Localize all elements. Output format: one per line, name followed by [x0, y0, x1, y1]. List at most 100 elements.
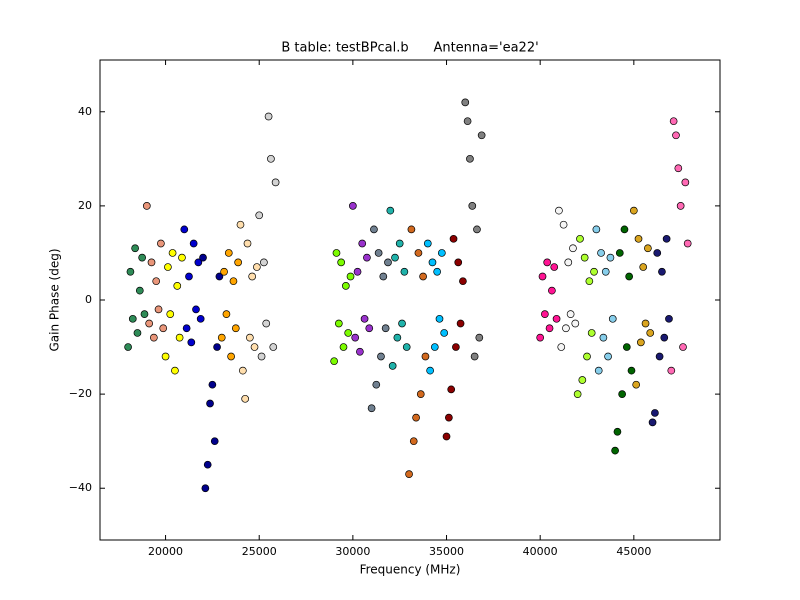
point [587, 329, 596, 337]
point [644, 244, 652, 253]
point [627, 366, 636, 375]
point [449, 234, 458, 243]
point [213, 343, 221, 351]
point [409, 437, 418, 446]
point [571, 319, 580, 328]
point [562, 324, 570, 333]
point [421, 352, 430, 361]
point [555, 206, 563, 215]
point [337, 258, 346, 267]
point [658, 267, 666, 276]
point [395, 239, 404, 248]
point [168, 249, 177, 257]
point [466, 154, 474, 163]
point [416, 390, 425, 398]
point [611, 446, 619, 455]
point [215, 272, 224, 281]
point [552, 314, 561, 323]
point [660, 333, 669, 342]
point [372, 380, 381, 389]
point [597, 249, 605, 257]
point [187, 338, 196, 347]
point [131, 244, 139, 253]
point [590, 267, 598, 276]
point [456, 319, 465, 328]
point [550, 263, 559, 271]
point [138, 253, 146, 262]
point [557, 343, 566, 351]
point [665, 314, 673, 323]
point [231, 324, 240, 333]
point [405, 470, 413, 478]
point [459, 277, 467, 286]
point [339, 343, 348, 351]
x-tick-label: 40000 [523, 545, 558, 558]
point [414, 249, 423, 257]
x-tick-label: 45000 [616, 545, 651, 558]
x-tick-label: 25000 [242, 545, 277, 558]
point [206, 399, 214, 408]
point [262, 319, 271, 328]
point [245, 333, 254, 342]
point [613, 427, 622, 436]
point [227, 352, 235, 361]
point [222, 310, 231, 318]
point [377, 352, 385, 361]
point [229, 277, 238, 286]
point [182, 324, 191, 333]
point [564, 258, 573, 267]
point [477, 131, 486, 140]
point [124, 343, 132, 351]
point [426, 366, 434, 375]
point [384, 258, 392, 267]
point [164, 263, 172, 271]
point [618, 390, 626, 398]
y-tick-label: 20 [78, 199, 92, 212]
point [388, 362, 397, 370]
point [428, 258, 437, 267]
point [203, 460, 212, 469]
point [651, 409, 659, 417]
point [271, 178, 280, 187]
point [220, 267, 228, 276]
point [224, 249, 233, 257]
point [576, 234, 584, 243]
point [192, 305, 200, 314]
point [461, 98, 470, 107]
point [646, 329, 655, 337]
point [430, 343, 439, 351]
point [580, 253, 589, 262]
point [683, 239, 692, 248]
point [234, 258, 242, 267]
point [255, 211, 264, 220]
point [606, 253, 615, 262]
point [353, 267, 362, 276]
y-tick-label: −40 [69, 481, 92, 494]
point [620, 225, 629, 234]
point [641, 319, 650, 328]
chart-title: B table: testBPcal.b Antenna='ea22' [281, 41, 538, 56]
point [655, 352, 664, 361]
point [667, 366, 676, 375]
point [538, 272, 547, 281]
point [608, 314, 617, 323]
point [423, 239, 432, 248]
y-tick-label: 40 [78, 105, 92, 118]
point [412, 413, 420, 422]
point [592, 225, 601, 234]
x-tick-label: 20000 [148, 545, 183, 558]
point [367, 404, 376, 413]
y-tick-label: 0 [85, 293, 92, 306]
point [468, 202, 477, 210]
point [578, 376, 587, 384]
y-axis-label: Gain Phase (deg) [48, 248, 62, 351]
point [583, 352, 591, 361]
point [566, 310, 575, 318]
point [435, 314, 444, 323]
point [243, 239, 252, 248]
point [365, 324, 374, 333]
point [201, 484, 210, 493]
point [676, 202, 685, 210]
